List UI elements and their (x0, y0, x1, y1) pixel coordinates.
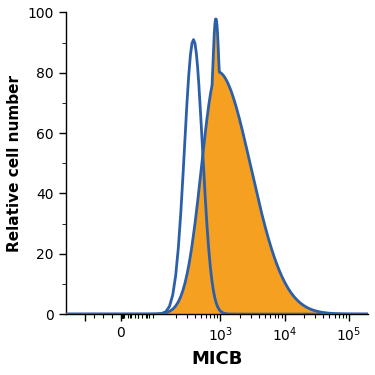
X-axis label: MICB: MICB (191, 350, 243, 368)
Y-axis label: Relative cell number: Relative cell number (7, 75, 22, 252)
